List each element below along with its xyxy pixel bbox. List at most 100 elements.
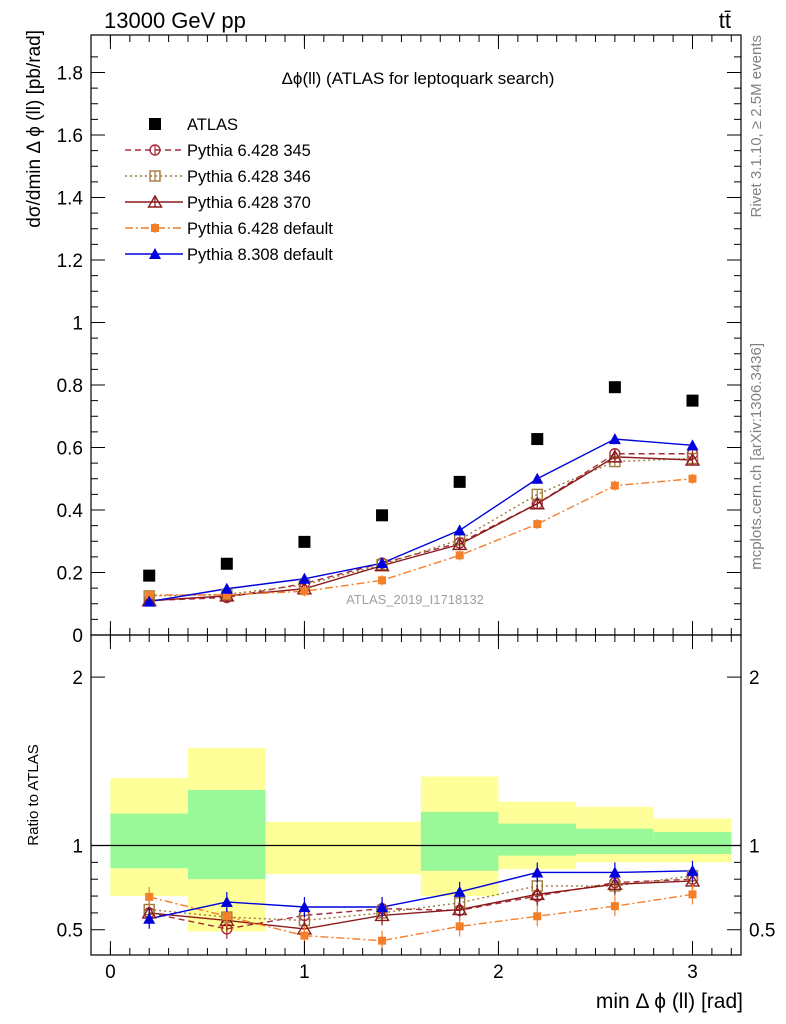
ratio-data-point: [455, 922, 464, 931]
ratio-frame: [90, 634, 742, 956]
x-tick-label: 3: [687, 962, 698, 983]
main-series-line: [149, 456, 693, 602]
x-axis-label: min Δ ϕ (ll) [rad]: [596, 990, 743, 1013]
main-y-tick-label: 1.4: [57, 189, 84, 210]
ratio-data-point: [376, 901, 389, 912]
ratio-y-tick-label-right: 2: [749, 668, 760, 689]
ratio-series-line: [149, 870, 693, 920]
green-band-bin: [188, 789, 266, 880]
main-y-tick-label: 1.6: [57, 126, 83, 147]
energy-label: 13000 GeV pp: [104, 8, 246, 33]
ratio-series-line: [149, 878, 693, 930]
ratio-data-point: [610, 902, 619, 911]
ratio-series-line: [149, 880, 693, 930]
yellow-band-bin: [343, 821, 421, 875]
main-data-point: [143, 569, 156, 582]
legend-label: Pythia 6.428 default: [187, 220, 333, 238]
main-series-line: [149, 453, 693, 602]
legend-label: Pythia 6.428 346: [187, 168, 311, 186]
legend-marker: [149, 118, 161, 130]
ratio-series-line: [149, 893, 693, 942]
main-data-point: [608, 433, 621, 445]
main-y-tick-label: 0.6: [57, 439, 83, 460]
legend-marker: [149, 144, 161, 156]
legend-label: Pythia 8.308 default: [187, 246, 333, 264]
ratio-data-point: [608, 866, 621, 878]
axes: 0 0.2 0.4 0.6 0.8 1 1.2 1.4 1.6 1.8 0.5 0.5 1 1 2 2 0 1 2 3: [57, 34, 775, 983]
green-band-bin: [576, 828, 654, 854]
main-data-point: [610, 481, 619, 490]
ratio-data-point: [688, 890, 697, 899]
main-data-point: [376, 509, 389, 522]
main-y-tick-label: 0.8: [57, 376, 83, 397]
ratio-data-point: [529, 886, 545, 901]
legend-marker: [151, 224, 159, 232]
analysis-watermark: ATLAS_2019_I1718132: [346, 592, 484, 607]
ratio-data-point: [533, 912, 542, 921]
ratio-data-point: [374, 908, 390, 922]
ratio-data-point: [143, 912, 156, 924]
legend: ATLAS Pythia 6.428 345 Pythia 6.428 346 Pyt…: [125, 116, 333, 264]
main-data-point: [608, 381, 621, 394]
ratio-data-point: [378, 936, 387, 945]
chart-title: Δϕ(ll) (ATLAS for leptoquark search): [282, 69, 555, 88]
ratio-data-point: [222, 912, 231, 921]
ratio-data-point: [145, 892, 154, 901]
main-series-line: [149, 478, 693, 596]
ratio-data-point: [300, 931, 309, 940]
main-data-point: [453, 524, 466, 536]
ratio-y-tick-label: 2: [72, 668, 83, 689]
ratio-uncertainty-bands: [91, 747, 741, 932]
green-band-bin: [498, 823, 577, 856]
mcplots-label: mcplots.cern.ch [arXiv:1306.3436]: [748, 343, 765, 570]
legend-label: ATLAS: [187, 116, 238, 134]
legend-marker: [149, 248, 161, 259]
ratio-data-point: [686, 864, 699, 876]
ratio-y-tick-label-right: 1: [749, 837, 760, 858]
main-data-point: [686, 439, 699, 451]
x-tick-label: 1: [299, 962, 310, 983]
main-data-point: [686, 394, 699, 407]
main-data-point: [145, 591, 154, 599]
series-markers: [141, 381, 701, 951]
x-tick-label: 2: [493, 962, 504, 983]
x-tick-label: 0: [105, 962, 116, 983]
main-data-point: [298, 572, 311, 584]
main-y-tick-label: 0: [72, 626, 83, 647]
main-data-point: [688, 474, 697, 483]
ratio-y-tick-label-right: 0.5: [749, 921, 775, 942]
main-data-point: [220, 582, 233, 594]
ratio-data-point: [220, 895, 233, 907]
main-data-point: [300, 587, 309, 596]
process-label: tt̄: [719, 8, 731, 33]
main-y-tick-label: 1.8: [57, 64, 83, 85]
rivet-label: Rivet 3.1.10, ≥ 2.5M events: [748, 35, 765, 218]
main-data-point: [453, 475, 466, 488]
main-data-point: [376, 557, 389, 569]
main-y-tick-label: 0.4: [57, 501, 84, 522]
ratio-y-axis-label: Ratio to ATLAS: [25, 744, 42, 845]
main-data-point: [378, 576, 387, 585]
main-y-tick-label: 0.2: [57, 564, 83, 585]
series-lines: [149, 438, 693, 942]
ratio-y-tick-label: 0.5: [57, 921, 83, 942]
legend-marker: [147, 194, 163, 208]
main-series-line: [149, 438, 693, 603]
main-data-point: [531, 472, 544, 484]
ratio-data-point: [453, 885, 466, 897]
main-data-point: [684, 452, 701, 466]
legend-label: Pythia 6.428 345: [187, 142, 311, 160]
green-band-bin: [653, 832, 732, 854]
main-data-point: [222, 591, 231, 599]
yellow-band-bin: [265, 821, 344, 875]
legend-label: Pythia 6.428 370: [187, 194, 311, 212]
ratio-data-point: [451, 902, 468, 916]
main-data-point: [533, 520, 542, 529]
ratio-y-tick-label: 1: [72, 837, 83, 858]
main-data-point: [455, 551, 464, 560]
ratio-data-point: [298, 901, 311, 912]
main-data-point: [607, 449, 623, 463]
main-series-line: [149, 457, 693, 597]
main-data-point: [143, 595, 156, 607]
